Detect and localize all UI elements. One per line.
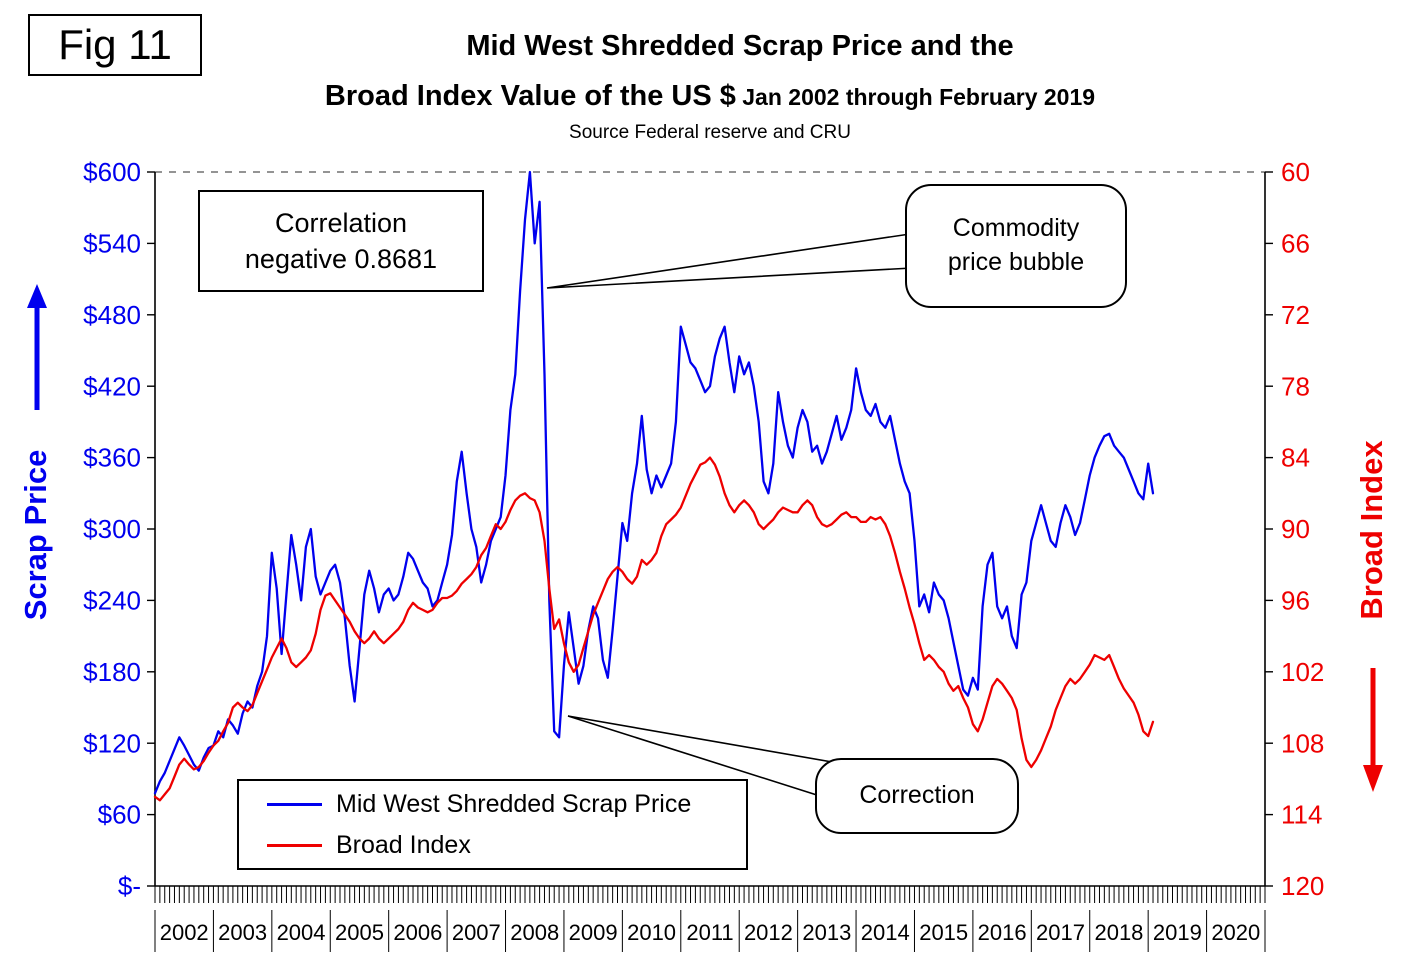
svg-text:$420: $420: [83, 371, 141, 401]
svg-text:2005: 2005: [335, 920, 384, 945]
correction-label: Correction: [859, 781, 975, 810]
commodity-bubble-line2: price bubble: [947, 248, 1085, 276]
svg-text:$180: $180: [83, 657, 141, 687]
svg-text:2018: 2018: [1094, 920, 1143, 945]
svg-text:2010: 2010: [627, 920, 676, 945]
figure-number: Fig 11: [58, 21, 172, 68]
svg-text:2015: 2015: [919, 920, 968, 945]
svg-text:2006: 2006: [393, 920, 442, 945]
chart-title-line1: Mid West Shredded Scrap Price and the: [466, 30, 1014, 62]
svg-text:114: 114: [1281, 800, 1322, 830]
legend-item-broad-index: Broad Index: [267, 831, 746, 860]
svg-text:84: 84: [1281, 443, 1310, 473]
svg-text:2004: 2004: [277, 920, 326, 945]
svg-text:$120: $120: [83, 728, 141, 758]
svg-text:60: 60: [1281, 157, 1310, 187]
correlation-line1: Correlation: [274, 207, 408, 238]
svg-text:120: 120: [1281, 871, 1324, 901]
legend-label-broad-index: Broad Index: [336, 830, 471, 859]
svg-text:2008: 2008: [510, 920, 559, 945]
svg-text:102: 102: [1281, 657, 1324, 687]
svg-text:$360: $360: [83, 443, 141, 473]
svg-text:2019: 2019: [1153, 920, 1202, 945]
figure-number-box: Fig 11: [28, 14, 202, 76]
svg-text:$480: $480: [83, 300, 141, 330]
svg-text:$-: $-: [118, 871, 141, 901]
legend-item-scrap-price: Mid West Shredded Scrap Price: [267, 790, 746, 819]
svg-text:2007: 2007: [452, 920, 501, 945]
svg-text:$60: $60: [98, 800, 141, 830]
commodity-bubble-annotation: Commodity price bubble: [905, 184, 1127, 308]
svg-text:96: 96: [1281, 586, 1310, 616]
svg-text:90: 90: [1281, 514, 1310, 544]
svg-text:2020: 2020: [1211, 920, 1260, 945]
svg-text:$540: $540: [83, 229, 141, 259]
chart-title-line2: Broad Index Value of the US $ Jan 2002 t…: [60, 80, 1360, 113]
svg-text:Broad Index: Broad Index: [1354, 440, 1389, 620]
svg-text:$240: $240: [83, 586, 141, 616]
svg-text:2002: 2002: [160, 920, 209, 945]
svg-text:66: 66: [1281, 229, 1310, 259]
svg-text:Scrap Price: Scrap Price: [18, 450, 53, 621]
svg-text:72: 72: [1281, 300, 1310, 330]
svg-text:2003: 2003: [218, 920, 267, 945]
legend: Mid West Shredded Scrap Price Broad Inde…: [237, 779, 748, 870]
correction-annotation: Correction: [815, 758, 1019, 834]
correlation-annotation: Correlation negative 0.8681: [198, 190, 484, 292]
legend-label-scrap-price: Mid West Shredded Scrap Price: [336, 789, 692, 818]
chart-title-line2-main: Broad Index Value of the US $: [324, 80, 736, 112]
svg-text:2013: 2013: [802, 920, 851, 945]
commodity-bubble-line1: Commodity: [952, 214, 1080, 243]
svg-text:$600: $600: [83, 157, 141, 187]
svg-text:2016: 2016: [978, 920, 1027, 945]
svg-text:2014: 2014: [861, 920, 910, 945]
svg-text:2009: 2009: [569, 920, 618, 945]
svg-text:2011: 2011: [686, 920, 733, 945]
chart-title-line2-sub: Jan 2002 through February 2019: [735, 84, 1096, 110]
svg-text:$300: $300: [83, 514, 141, 544]
correlation-line2: negative 0.8681: [244, 244, 438, 274]
chart-source: Source Federal reserve and CRU: [569, 122, 851, 143]
svg-text:108: 108: [1281, 728, 1324, 758]
svg-text:78: 78: [1281, 371, 1310, 401]
svg-text:2017: 2017: [1036, 920, 1085, 945]
legend-line-broad-index: [267, 843, 322, 847]
legend-line-scrap-price: [267, 802, 322, 806]
svg-text:2012: 2012: [744, 920, 793, 945]
